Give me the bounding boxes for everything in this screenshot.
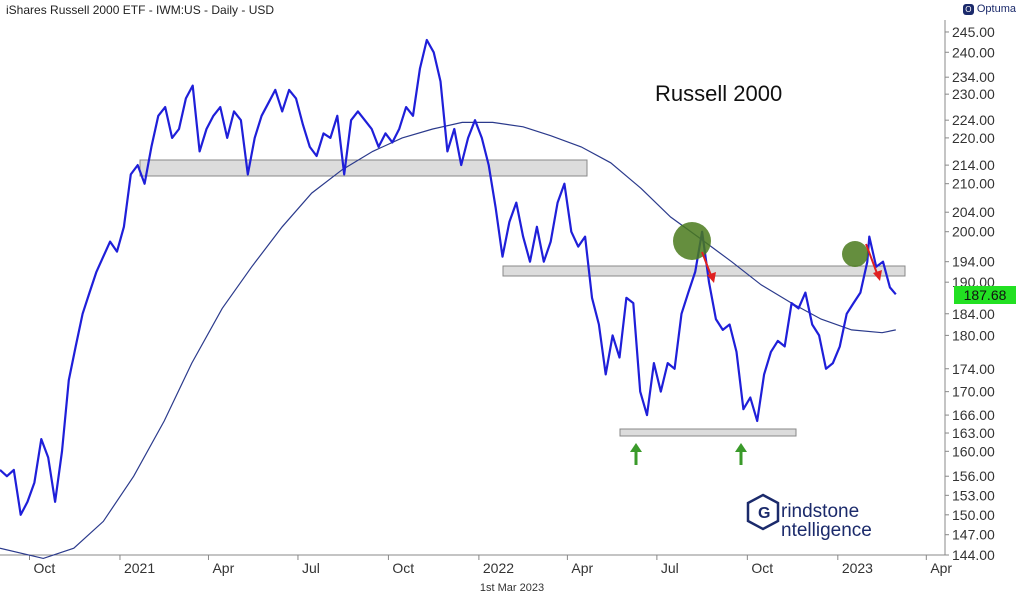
x-tick-label: 2021	[124, 560, 155, 576]
x-tick-label: Apr	[571, 560, 593, 576]
last-value-label: 187.68	[954, 286, 1016, 304]
peak-circle-1	[673, 222, 711, 260]
chart-date: 1st Mar 2023	[479, 582, 545, 594]
support-band-lows	[619, 428, 797, 437]
support-band-2022	[502, 265, 906, 277]
red-arrow-2-head	[873, 270, 882, 281]
optuma-logo-label: Optuma	[976, 3, 1016, 15]
support-resistance-bands	[139, 159, 906, 437]
x-tick-label: Jul	[661, 560, 679, 576]
grindstone-brand: G rindstone ntelligence	[746, 493, 872, 541]
red-arrow-1	[701, 251, 713, 279]
x-tick-label: 2023	[842, 560, 873, 576]
y-tick-label: 200.00	[952, 224, 995, 240]
x-tick-label: Jul	[302, 560, 320, 576]
red-arrow-2	[865, 243, 879, 277]
y-tick-label: 174.00	[952, 361, 995, 377]
y-tick-label: 220.00	[952, 130, 995, 146]
annotation-marks	[630, 222, 882, 465]
y-tick-label: 214.00	[952, 157, 995, 173]
y-tick-label: 224.00	[952, 112, 995, 128]
brand-line-1: rindstone	[781, 501, 859, 522]
brand-line-2: ntelligence	[781, 520, 872, 541]
x-tick-label: 2022	[483, 560, 514, 576]
y-tick-label: 150.00	[952, 507, 995, 523]
x-tick-label: Oct	[34, 560, 56, 576]
x-tick-label: Oct	[392, 560, 414, 576]
x-tick-label: Apr	[212, 560, 234, 576]
y-tick-label: 153.00	[952, 487, 995, 503]
last-value-background	[954, 286, 1016, 304]
y-tick-label: 180.00	[952, 327, 995, 343]
y-tick-label: 163.00	[952, 425, 995, 441]
price-line	[0, 38, 897, 516]
y-tick-label: 156.00	[952, 468, 995, 484]
y-tick-label: 170.00	[952, 384, 995, 400]
y-tick-label: 144.00	[952, 547, 995, 563]
green-arrow-2-head	[735, 443, 747, 452]
grindstone-g-letter: G	[758, 505, 770, 522]
resistance-band-2021	[139, 159, 588, 177]
y-tick-label: 166.00	[952, 407, 995, 423]
y-tick-label: 230.00	[952, 86, 995, 102]
y-tick-label: 245.00	[952, 24, 995, 40]
optuma-logo: O Optuma	[962, 3, 1016, 15]
peak-circle-2	[842, 241, 868, 267]
optuma-logo-icon: O	[962, 3, 974, 15]
last-value-text: 187.68	[964, 287, 1007, 303]
y-tick-label: 210.00	[952, 176, 995, 192]
x-tick-label: Apr	[930, 560, 952, 576]
chart-title: iShares Russell 2000 ETF - IWM:US - Dail…	[6, 3, 275, 17]
grindstone-hexagon-icon	[746, 493, 780, 531]
y-tick-label: 160.00	[952, 443, 995, 459]
x-tick-label: Oct	[751, 560, 773, 576]
green-arrow-1-head	[630, 443, 642, 452]
x-axis-ticks: Oct 2021 Apr Jul Oct 2022 Apr Jul Oct 2023 Apr	[29, 555, 952, 576]
russell-2000-annotation: Russell 2000	[655, 81, 782, 106]
y-tick-label: 240.00	[952, 44, 995, 60]
moving-average-line	[0, 121, 896, 560]
y-tick-label: 204.00	[952, 204, 995, 220]
red-arrow-1-head	[707, 272, 716, 283]
y-tick-label: 147.00	[952, 527, 995, 543]
y-tick-label: 234.00	[952, 69, 995, 85]
y-tick-label: 184.00	[952, 306, 995, 322]
y-tick-label: 194.00	[952, 254, 995, 270]
